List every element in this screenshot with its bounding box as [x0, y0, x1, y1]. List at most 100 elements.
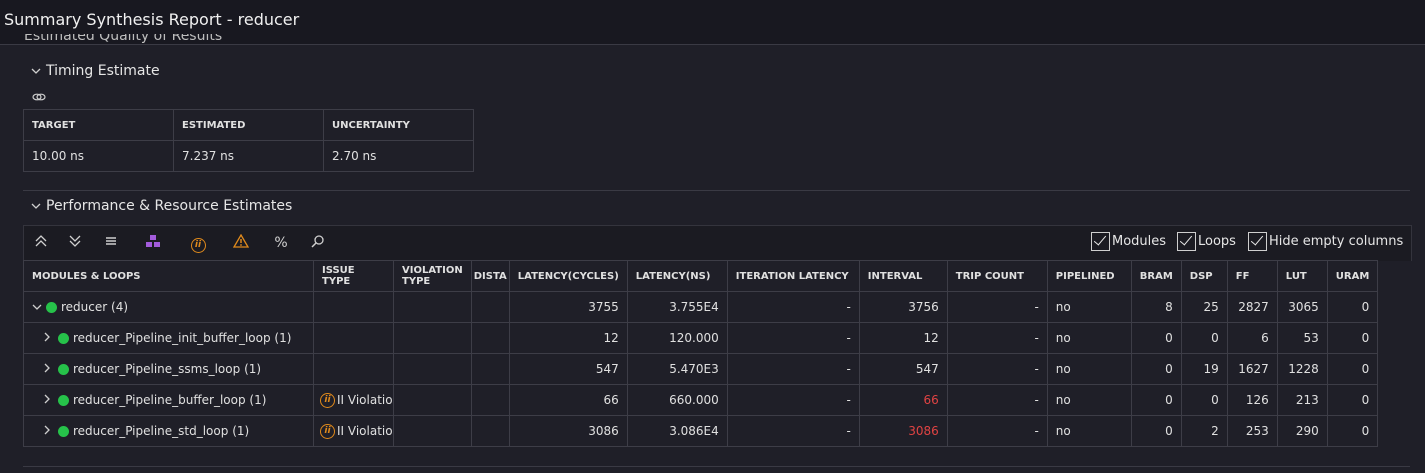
table-row[interactable]: reducer (4) 3755 3.755E4 - 3756 - no 8 2…: [23, 291, 1379, 323]
violation-type-cell: [393, 291, 472, 323]
chevron-right-icon[interactable]: [44, 332, 58, 345]
bram-cell: 0: [1130, 353, 1182, 385]
ff-cell: 6: [1226, 322, 1278, 354]
interval-cell: 3756: [858, 291, 948, 323]
latency-ns-cell: 5.470E3: [626, 353, 728, 385]
col-lut[interactable]: LUT: [1276, 260, 1328, 292]
ii-violation-icon: ii: [320, 392, 335, 408]
latency-ns-cell: 660.000: [626, 384, 728, 416]
col-dsp[interactable]: DSP: [1180, 260, 1228, 292]
col-bram[interactable]: BRAM: [1130, 260, 1182, 292]
hide-empty-columns-checkbox[interactable]: Hide empty columns: [1248, 232, 1403, 251]
pipelined-cell: no: [1046, 322, 1132, 354]
collapse-all-icon[interactable]: [32, 234, 50, 252]
timing-estimate-header[interactable]: Timing Estimate: [31, 63, 160, 79]
pipelined-cell: no: [1046, 384, 1132, 416]
iteration-latency-cell: -: [726, 384, 860, 416]
chevron-right-icon[interactable]: [44, 363, 58, 376]
module-count: (1): [232, 424, 250, 438]
module-name: reducer_Pipeline_buffer_loop: [73, 393, 246, 407]
col-modules-loops[interactable]: MODULES & LOOPS: [23, 260, 314, 292]
status-ok-icon: [58, 425, 69, 437]
distance-cell: [470, 291, 510, 323]
table-row[interactable]: reducer_Pipeline_ssms_loop (1) 547 5.470…: [23, 353, 1379, 385]
module-cell: reducer_Pipeline_ssms_loop (1): [23, 353, 314, 385]
link-icon[interactable]: [32, 91, 46, 103]
col-latency-ns[interactable]: LATENCY(NS): [626, 260, 728, 292]
warning-icon[interactable]: [232, 233, 250, 252]
trip-count-cell: -: [946, 322, 1048, 354]
col-latency-cycles[interactable]: LATENCY(CYCLES): [508, 260, 628, 292]
col-violation-type[interactable]: VIOLATION TYPE: [393, 260, 472, 292]
trip-count-cell: -: [946, 384, 1048, 416]
issue-type-text: II Violatio: [337, 424, 393, 438]
modules-checkbox-label: Modules: [1112, 234, 1167, 249]
ff-cell: 126: [1226, 384, 1278, 416]
issue-type-text: II Violatio: [337, 393, 393, 407]
dsp-cell: 19: [1180, 353, 1228, 385]
chevron-right-icon[interactable]: [44, 394, 58, 407]
title-bar: Summary Synthesis Report - reducer: [0, 0, 1425, 45]
expand-all-icon[interactable]: [66, 234, 84, 252]
modules-checkbox[interactable]: Modules: [1091, 232, 1166, 251]
iteration-latency-cell: -: [726, 322, 860, 354]
distance-cell: [470, 415, 510, 447]
interval-cell: 12: [858, 322, 948, 354]
distance-cell: [470, 384, 510, 416]
issue-type-cell: [313, 291, 394, 323]
ff-cell: 253: [1226, 415, 1278, 447]
chevron-down-icon[interactable]: [32, 301, 46, 314]
latency-ns-cell: 3.755E4: [626, 291, 728, 323]
trip-count-cell: -: [946, 415, 1048, 447]
table-row[interactable]: reducer_Pipeline_std_loop (1) ii II Viol…: [23, 415, 1379, 447]
pipelined-cell: no: [1046, 415, 1132, 447]
latency-cycles-cell: 3086: [508, 415, 628, 447]
window-title: Summary Synthesis Report - reducer: [4, 10, 300, 29]
search-icon[interactable]: [309, 234, 327, 252]
module-name: reducer: [61, 300, 108, 314]
col-iteration-latency[interactable]: ITERATION LATENCY: [726, 260, 860, 292]
col-interval[interactable]: INTERVAL: [858, 260, 948, 292]
distance-cell: [470, 353, 510, 385]
violation-type-cell: [393, 384, 472, 416]
col-pipelined[interactable]: PIPELINED: [1046, 260, 1132, 292]
uram-cell: 0: [1326, 415, 1379, 447]
uram-cell: 0: [1326, 291, 1379, 323]
flat-list-icon[interactable]: [102, 234, 120, 252]
module-name: reducer_Pipeline_init_buffer_loop: [73, 331, 271, 345]
perf-estimates-title: Performance & Resource Estimates: [46, 198, 293, 214]
latency-cycles-cell: 547: [508, 353, 628, 385]
latency-cycles-cell: 66: [508, 384, 628, 416]
violation-type-cell: [393, 322, 472, 354]
chevron-down-icon: [31, 65, 43, 78]
module-cell: reducer (4): [23, 291, 314, 323]
loops-checkbox[interactable]: Loops: [1177, 232, 1236, 251]
col-ff[interactable]: FF: [1226, 260, 1278, 292]
module-cell: reducer_Pipeline_std_loop (1): [23, 415, 314, 447]
perf-estimates-header[interactable]: Performance & Resource Estimates: [31, 198, 292, 214]
ii-violation-icon: ii: [320, 423, 335, 439]
perf-toolbar: ii % Modules Loops Hide empty columns: [23, 225, 1412, 261]
chevron-right-icon[interactable]: [44, 425, 58, 438]
status-ok-icon: [58, 363, 69, 375]
section-estimated-quality[interactable]: Estimated Quality of Results: [24, 34, 222, 46]
module-count: (1): [274, 331, 292, 345]
lut-cell: 3065: [1276, 291, 1328, 323]
col-issue-type[interactable]: ISSUE TYPE: [313, 260, 394, 292]
lut-cell: 53: [1276, 322, 1328, 354]
col-distance[interactable]: DISTA: [470, 260, 510, 292]
col-uram[interactable]: URAM: [1326, 260, 1379, 292]
timing-target-value: 10.00 ns: [23, 140, 174, 172]
table-row[interactable]: reducer_Pipeline_init_buffer_loop (1) 12…: [23, 322, 1379, 354]
col-trip-count[interactable]: TRIP COUNT: [946, 260, 1048, 292]
table-row[interactable]: reducer_Pipeline_buffer_loop (1) ii II V…: [23, 384, 1379, 416]
ii-violation-filter-icon[interactable]: ii: [188, 234, 206, 253]
percent-icon[interactable]: %: [274, 235, 288, 251]
chevron-down-icon: [31, 200, 43, 213]
timing-col-target: TARGET: [23, 109, 174, 141]
timing-col-estimated: ESTIMATED: [173, 109, 324, 141]
trip-count-cell: -: [946, 353, 1048, 385]
hierarchy-icon[interactable]: [144, 234, 162, 252]
perf-table: MODULES & LOOPS ISSUE TYPE VIOLATION TYP…: [23, 260, 1379, 447]
iteration-latency-cell: -: [726, 353, 860, 385]
